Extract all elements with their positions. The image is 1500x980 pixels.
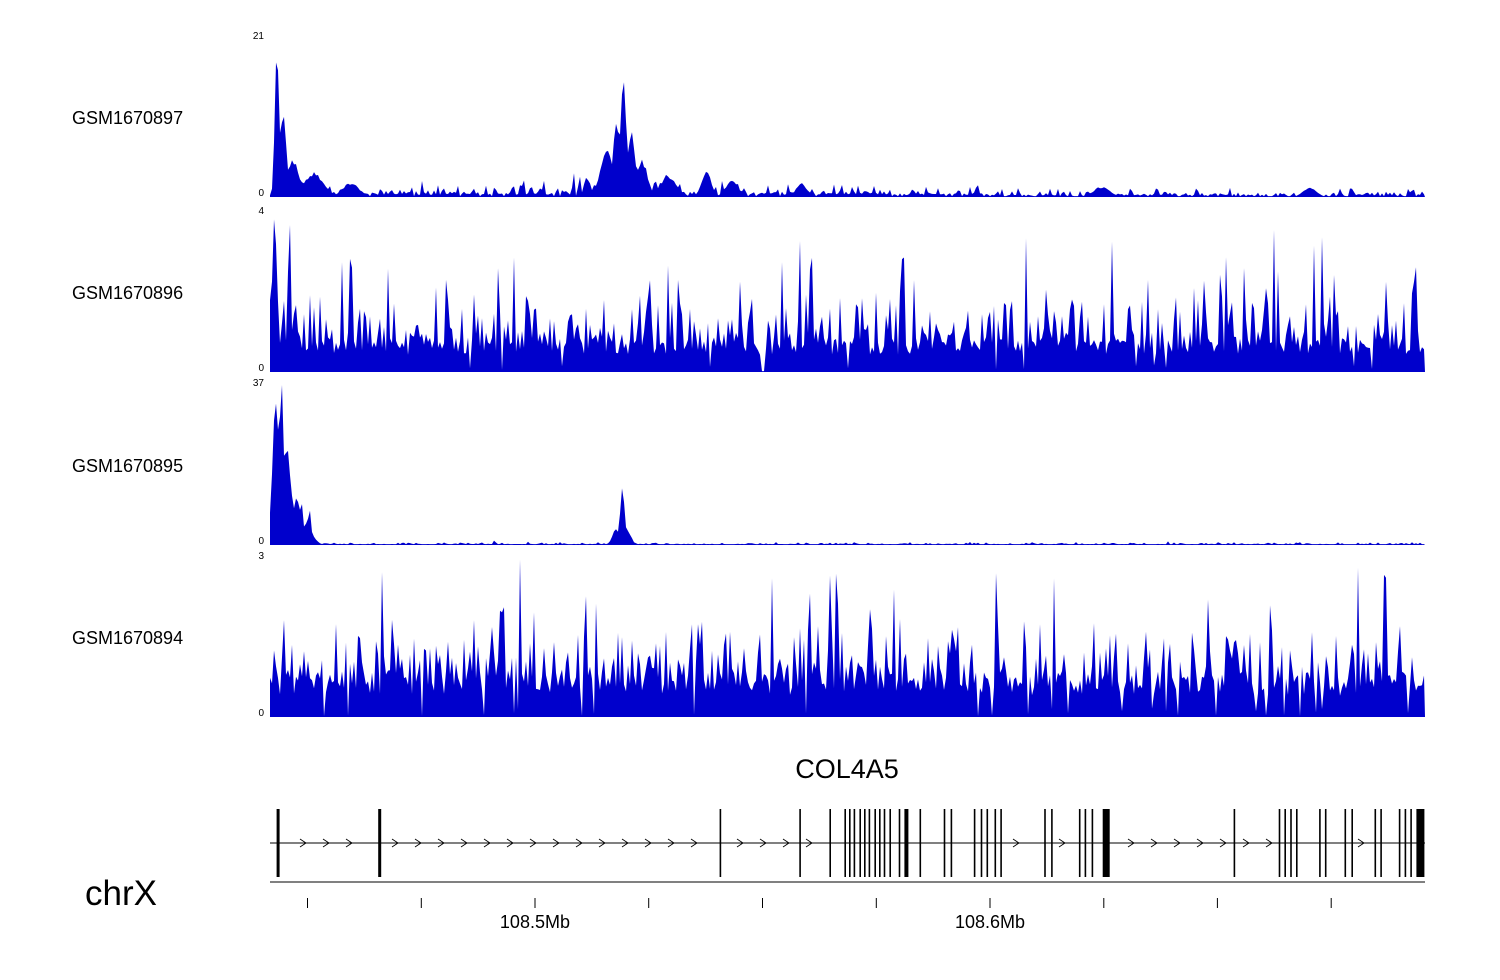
coverage-track-gsm1670895 [270,385,1425,545]
coverage-track-gsm1670896 [270,219,1425,372]
track-label-gsm1670894: GSM1670894 [72,628,184,648]
gene-name-label: COL4A5 [795,754,899,784]
ymax-label-track-4: 3 [258,551,264,562]
ymax-label-track-2: 4 [258,206,264,217]
chromosome-label: chrX [85,874,157,913]
track-label-gsm1670897: GSM1670897 [72,108,184,128]
track-label-gsm1670896: GSM1670896 [72,283,184,303]
ymax-label-track-3: 37 [252,378,264,389]
genome-axis [270,881,1425,908]
yzero-label-track-4: 0 [258,708,264,719]
yzero-label-track-2: 0 [258,363,264,374]
yzero-label-track-1: 0 [258,188,264,199]
yzero-label-track-3: 0 [258,536,264,547]
gene-model-track [270,809,1425,877]
axis-tick-label: 108.5Mb [499,912,570,932]
coverage-track-gsm1670894 [270,559,1425,717]
coverage-track-gsm1670897 [270,62,1425,197]
axis-tick-label: 108.6Mb [954,912,1026,932]
track-label-gsm1670895: GSM1670895 [72,456,184,476]
ymax-label-track-1: 21 [252,31,264,42]
